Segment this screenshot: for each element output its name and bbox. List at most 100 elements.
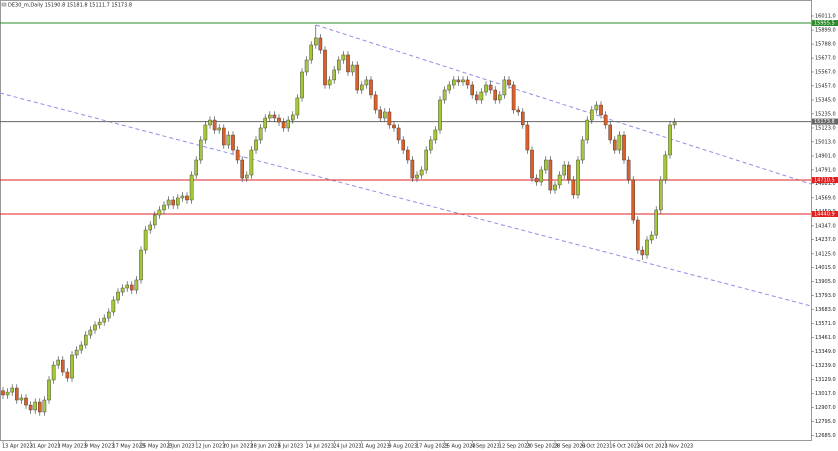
candle-body: [332, 69, 337, 81]
candle-body: [5, 391, 10, 396]
candle-body: [291, 114, 295, 121]
x-tick-label: 28 Sep 2023: [554, 444, 586, 450]
candle-body: [521, 111, 525, 126]
x-tick-label: 1 Aug 2023: [361, 444, 390, 450]
level-tag: [812, 19, 838, 26]
candle-body: [599, 104, 603, 116]
y-tick-label: 13793.0: [815, 293, 836, 299]
candle-body: [442, 89, 447, 101]
y-tick-label: 15677.0: [815, 56, 836, 62]
candle-body: [419, 169, 424, 176]
candle-body: [116, 291, 120, 301]
candle-body: [498, 94, 502, 101]
candle-body: [640, 249, 645, 256]
candle-body: [33, 401, 37, 411]
candle-body: [139, 249, 143, 281]
candle-body: [488, 84, 493, 91]
candle-body: [194, 159, 199, 176]
candle-body: [360, 84, 364, 91]
y-tick-label: 13905.0: [815, 279, 836, 285]
candle-body: [392, 124, 396, 129]
candle-body: [590, 109, 594, 121]
candle-body: [553, 184, 557, 191]
y-tick-label: 12907.0: [815, 405, 836, 411]
candle-body: [185, 195, 189, 201]
candle-body: [166, 199, 171, 206]
candle-body: [544, 159, 548, 171]
candle-body: [516, 109, 520, 113]
candle-body: [65, 371, 70, 379]
x-tick-label: 1 Nov 2023: [664, 444, 693, 450]
plot-area: [0, 22, 811, 416]
candle-body: [157, 209, 162, 216]
y-tick-label: 15013.0: [815, 139, 836, 145]
x-tick-label: 16 Oct 2023: [609, 444, 640, 450]
candle-body: [189, 174, 194, 201]
candle-body: [74, 349, 79, 356]
candle-body: [484, 84, 488, 93]
y-tick-label: 12795.0: [815, 419, 836, 425]
candle-body: [212, 119, 217, 131]
candle-body: [203, 124, 208, 141]
candle-body: [134, 279, 139, 291]
candle-body: [318, 37, 323, 51]
candle-body: [410, 159, 415, 179]
candle-body: [465, 79, 470, 86]
upper-trend-line: [315, 24, 812, 185]
x-tick-label: 20 Sep 2023: [526, 444, 558, 450]
level-tag: [812, 177, 838, 184]
candle-body: [603, 114, 608, 126]
candle-body: [162, 204, 166, 211]
x-tick-label: 21 Apr 2023: [30, 444, 61, 450]
candle-body: [93, 324, 97, 331]
candle-body: [249, 149, 254, 176]
candle-body: [511, 84, 516, 111]
symbol-icon: [1, 2, 7, 7]
y-tick-label: 15899.0: [815, 28, 836, 34]
candle-body: [281, 121, 286, 129]
candle-body: [364, 79, 369, 86]
candle-body: [576, 159, 580, 196]
x-tick-label: 6 Jul 2023: [278, 444, 303, 450]
candle-body: [226, 134, 231, 146]
candle-body: [217, 127, 222, 131]
candle-body: [594, 104, 599, 111]
candle-body: [401, 139, 406, 151]
candle-body: [198, 139, 203, 161]
candle-body: [567, 164, 571, 181]
candle-body: [636, 219, 640, 251]
candle-body: [654, 209, 658, 236]
y-tick-label: 13683.0: [815, 307, 836, 313]
y-tick-label: 13239.0: [815, 363, 836, 369]
x-tick-label: 20 Jun 2023: [223, 444, 253, 450]
level-label: 15955.5: [814, 20, 835, 26]
candle-body: [530, 149, 534, 179]
candle-body: [341, 54, 346, 61]
candle-body: [396, 127, 401, 141]
candle-body: [659, 179, 663, 211]
candle-body: [383, 111, 387, 119]
candle-body: [24, 397, 28, 406]
candle-body: [143, 229, 148, 251]
y-tick-label: 15567.0: [815, 69, 836, 75]
candle-body: [613, 139, 617, 151]
candle-body: [125, 284, 129, 289]
y-tick-label: 14015.0: [815, 265, 836, 271]
candle-body: [221, 127, 226, 146]
candle-body: [286, 119, 291, 129]
y-tick-label: 15457.0: [815, 83, 836, 89]
candle-body: [314, 37, 318, 46]
candle-body: [244, 174, 249, 179]
x-tick-label: 25 Aug 2023: [444, 444, 476, 450]
candle-body: [626, 159, 631, 181]
candle-body: [129, 284, 134, 291]
candle-body: [88, 329, 93, 336]
candle-body: [148, 224, 153, 231]
x-tick-label: 9 Aug 2023: [388, 444, 417, 450]
candle-body: [456, 79, 461, 83]
x-tick-label: 6 Oct 2023: [582, 444, 610, 450]
candle-body: [424, 149, 429, 171]
x-tick-label: 17 May 2023: [112, 444, 145, 450]
candle-body: [562, 164, 566, 176]
